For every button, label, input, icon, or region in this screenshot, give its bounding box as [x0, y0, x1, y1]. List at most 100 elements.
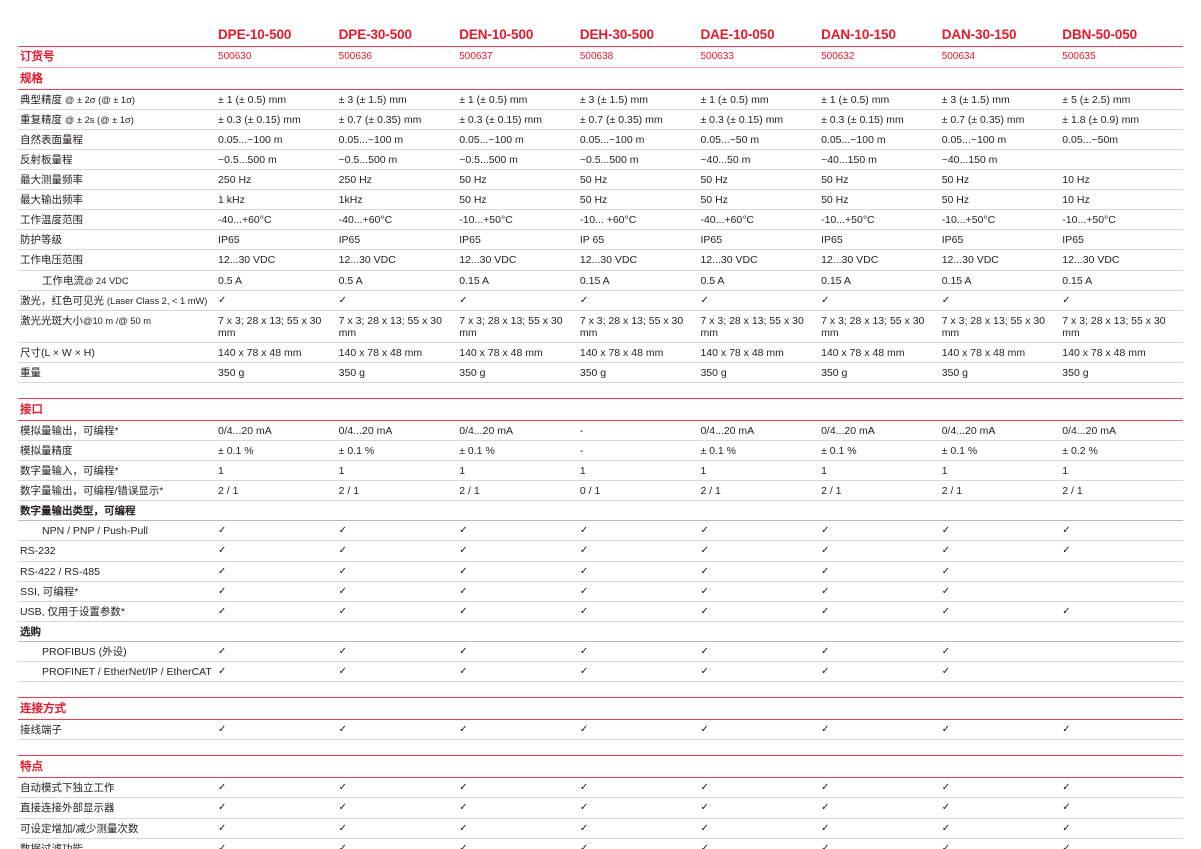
row-label-order-number: 订货号	[18, 45, 219, 68]
value-cell: ± 0.1 %	[700, 440, 822, 462]
check-cell: ✓	[700, 777, 822, 799]
value-cell: ~0.5...500 m	[338, 149, 460, 171]
value-cell: 50 Hz	[459, 169, 580, 191]
value-cell: 7 x 3; 28 x 13; 55 x 30 mm	[218, 310, 339, 343]
row-label-text: RS-422 / RS-485	[20, 565, 100, 578]
check-cell: ✓	[218, 818, 339, 839]
check-cell: ✓	[941, 561, 1063, 582]
check-cell: ✓	[218, 520, 339, 542]
value-cell: 0.5 A	[218, 270, 339, 291]
section-title-0: 规格	[18, 67, 219, 90]
value-cell: 0.05...~100 m	[941, 129, 1063, 151]
table-row: 反射板量程 ~0.5...500 m ~0.5...500 m ~0.5...500 …	[18, 149, 1183, 171]
row-label: 重复精度 @ ± 2s (@ ± 1σ)	[18, 109, 219, 131]
table-row: 自动模式下独立工作 ✓ ✓ ✓ ✓ ✓ ✓ ✓ ✓	[18, 777, 1183, 799]
row-label-text: 工作电压范围	[20, 254, 83, 267]
section-title-pad	[338, 397, 460, 422]
check-cell: ✓	[821, 561, 942, 582]
value-cell: 7 x 3; 28 x 13; 55 x 30 mm	[579, 310, 701, 343]
row-label: 重量	[18, 362, 219, 383]
check-cell: ✓	[700, 601, 822, 622]
value-cell: 1	[459, 460, 580, 482]
table-row: 自然表面量程 0.05...~100 m 0.05...~100 m 0.05...~…	[18, 129, 1183, 151]
row-label: 模拟量精度	[18, 440, 219, 462]
check-cell: ✓	[700, 290, 822, 311]
row-label-text: 选购	[20, 625, 41, 638]
value-cell: ± 1.8 (± 0.9) mm	[1062, 109, 1183, 131]
value-cell: ± 0.3 (± 0.15) mm	[821, 109, 942, 131]
value-cell: 0 / 1	[579, 480, 701, 502]
check-cell: ✓	[459, 290, 580, 311]
section-title-pad	[459, 755, 580, 779]
row-label: 尺寸(L × W × H)	[18, 342, 219, 363]
value-cell: 1	[941, 460, 1063, 482]
section-title-pad	[821, 755, 942, 779]
section-title-pad	[1062, 397, 1183, 422]
section-header-row: 连接方式	[18, 696, 1183, 721]
value-cell: 1kHz	[338, 189, 460, 211]
section-title-pad	[941, 67, 1063, 90]
section-spacer	[18, 681, 1183, 697]
check-cell: ✓	[579, 290, 701, 311]
value-cell: ± 3 (± 1.5) mm	[338, 89, 460, 111]
row-label-note: (Laser Class 2, < 1 mW)	[106, 295, 208, 306]
section-title-pad	[579, 397, 701, 422]
check-cell: ✓	[1062, 290, 1183, 311]
value-cell	[700, 621, 822, 642]
row-label: 反射板量程	[18, 149, 219, 171]
value-cell: 0.15 A	[821, 270, 942, 291]
value-cell: 350 g	[338, 362, 460, 383]
table-row: 最大输出频率 1 kHz 1kHz 50 Hz 50 Hz 50 Hz 50 Hz 50 Hz…	[18, 189, 1183, 211]
check-cell: ✓	[338, 601, 460, 622]
check-cell: ✓	[459, 797, 580, 819]
row-label: 数字量输出类型，可编程	[18, 500, 219, 522]
value-cell: 12...30 VDC	[579, 249, 701, 271]
value-cell: ± 0.1 %	[821, 440, 942, 462]
value-cell	[1062, 661, 1183, 682]
check-cell: ✓	[700, 661, 822, 682]
value-cell: 7 x 3; 28 x 13; 55 x 30 mm	[821, 310, 942, 343]
table-row: 选购	[18, 621, 1183, 642]
table-row: 防护等级 IP65 IP65 IP65 IP 65 IP65 IP65 IP65 IP65	[18, 229, 1183, 251]
check-cell: ✓	[941, 641, 1063, 662]
row-label: 典型精度 @ ± 2σ (@ ± 1σ)	[18, 89, 219, 111]
value-cell: 12...30 VDC	[459, 249, 580, 271]
check-cell: ✓	[579, 838, 701, 849]
value-cell: 350 g	[579, 362, 701, 383]
table-row: 尺寸(L × W × H) 140 x 78 x 48 mm 140 x 78 x …	[18, 342, 1183, 363]
check-cell: ✓	[579, 520, 701, 542]
value-cell: 250 Hz	[218, 169, 339, 191]
value-cell: 7 x 3; 28 x 13; 55 x 30 mm	[459, 310, 580, 343]
check-cell: ✓	[218, 581, 339, 602]
value-cell: 140 x 78 x 48 mm	[700, 342, 822, 363]
value-cell: -	[579, 420, 701, 442]
section-title-pad	[1062, 696, 1183, 721]
value-cell: IP65	[338, 229, 460, 251]
check-cell: ✓	[1062, 818, 1183, 839]
check-cell: ✓	[821, 290, 942, 311]
value-cell: ± 1 (± 0.5) mm	[218, 89, 339, 111]
row-label-text: 反射板量程	[20, 154, 73, 167]
check-cell: ✓	[1062, 838, 1183, 849]
value-cell: 0.05...~50 m	[700, 129, 822, 151]
row-label: 激光，红色可见光 (Laser Class 2, < 1 mW)	[18, 290, 219, 311]
value-cell: 7 x 3; 28 x 13; 55 x 30 mm	[941, 310, 1063, 343]
section-title-pad	[459, 397, 580, 422]
value-cell: 12...30 VDC	[1062, 249, 1183, 271]
value-cell	[338, 621, 460, 642]
value-cell: 2 / 1	[338, 480, 460, 502]
section-title-pad	[821, 67, 942, 90]
value-cell: 2 / 1	[941, 480, 1063, 502]
value-cell: 2 / 1	[1062, 480, 1183, 502]
value-cell: 0.15 A	[941, 270, 1063, 291]
value-cell	[821, 621, 942, 642]
value-cell: 2 / 1	[700, 480, 822, 502]
value-cell: 50 Hz	[700, 169, 822, 191]
row-label: PROFINET / EtherNet/IP / EtherCAT	[18, 661, 219, 682]
row-label-text: 最大测量频率	[20, 174, 83, 187]
value-cell: ~40...150 m	[941, 149, 1063, 171]
value-cell: ± 0.2 %	[1062, 440, 1183, 462]
value-cell: 0.15 A	[1062, 270, 1183, 291]
check-cell: ✓	[579, 601, 701, 622]
